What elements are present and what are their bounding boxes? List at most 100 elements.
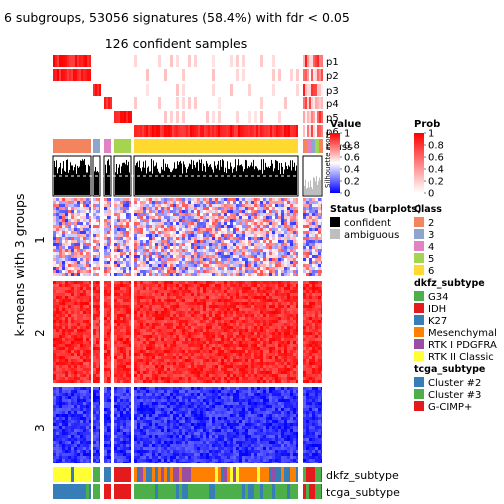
heatmap-cell [83,264,86,267]
heatmap-cell [59,462,62,463]
heatmap-cell [155,246,158,249]
heatmap-cell [167,210,170,213]
heatmap-cell [245,240,248,243]
heatmap-cell [93,329,96,332]
heatmap-cell [197,335,200,338]
heatmap-cell [62,284,65,287]
heatmap-cell [80,408,83,411]
heatmap-cell [137,335,140,338]
heatmap-cell [212,341,215,344]
heatmap-cell [137,329,140,332]
heatmap-cell [99,293,100,296]
heatmap-cell [194,258,197,261]
heatmap-cell [239,240,242,243]
heatmap-cell [96,281,99,284]
heatmap-cell [80,371,83,374]
heatmap-cell [293,210,296,213]
heatmap-cell [188,261,191,264]
heatmap-cell [242,344,245,347]
heatmap-cell [93,284,96,287]
heatmap-cell [89,302,91,305]
heatmap-cell [89,456,91,459]
heatmap-cell [155,240,158,243]
heatmap-cell [257,326,260,329]
heatmap-cell [117,426,120,429]
heatmap-cell [74,246,77,249]
heatmap-cell [161,344,164,347]
heatmap-cell [215,204,218,207]
heatmap-cell [245,311,248,314]
heatmap-cell [242,264,245,267]
heatmap-cell [86,237,89,240]
heatmap-cell [185,341,188,344]
heatmap-cell [80,225,83,228]
heatmap-cell [110,261,111,264]
heatmap-cell [293,201,296,204]
heatmap-cell [107,281,110,284]
heatmap-cell [65,231,68,234]
heatmap-cell [191,258,194,261]
heatmap-cell [137,210,140,213]
heatmap-cell [242,258,245,261]
chart-title: 6 subgroups, 53056 signatures (58.4%) wi… [4,10,350,25]
heatmap-cell [89,314,91,317]
heatmap-cell [284,290,287,293]
heatmap-cell [173,299,176,302]
heatmap-cell [86,207,89,210]
heatmap-cell [93,267,96,270]
heatmap-cell [120,365,123,368]
heatmap-cell [167,219,170,222]
heatmap-cell [281,246,284,249]
heatmap-cell [53,459,56,462]
heatmap-cell [62,432,65,435]
heatmap-cell [71,335,74,338]
heatmap-cell [218,302,221,305]
heatmap-cell [155,216,158,219]
heatmap-cell [89,258,91,261]
heatmap-cell [134,258,137,261]
heatmap-cell [56,432,59,435]
heatmap-cell [221,246,224,249]
heatmap-cell [170,347,173,350]
heatmap-cell [129,264,131,267]
heatmap-cell [65,356,68,359]
heatmap-cell [209,228,212,231]
heatmap-cell [221,207,224,210]
heatmap-cell [89,435,91,438]
heatmap-cell [83,356,86,359]
heatmap-cell [206,299,209,302]
heatmap-cell [242,347,245,350]
heatmap-cell [230,311,233,314]
heatmap-cell [155,258,158,261]
heatmap-cell [158,344,161,347]
heatmap-cell [212,219,215,222]
heatmap-cell [65,365,68,368]
heatmap-cell [275,267,278,270]
heatmap-cell [56,359,59,362]
heatmap-cell [56,237,59,240]
heatmap-cell [218,216,221,219]
heatmap-cell [248,308,251,311]
heatmap-cell [86,447,89,450]
heatmap-cell [218,246,221,249]
heatmap-cell [143,308,146,311]
heatmap-cell [137,234,140,237]
heatmap-cell [59,399,62,402]
heatmap-cell [218,317,221,320]
heatmap-cell [197,317,200,320]
heatmap-cell [269,231,272,234]
heatmap-cell [123,273,126,276]
heatmap-cell [173,290,176,293]
heatmap-cell [275,320,278,323]
heatmap-cell [191,347,194,350]
heatmap-cell [93,402,96,405]
heatmap-cell [161,252,164,255]
heatmap-cell [83,311,86,314]
heatmap-cell [269,246,272,249]
heatmap-cell [296,323,298,326]
heatmap-cell [140,219,143,222]
heatmap-cell [89,225,91,228]
heatmap-cell [68,329,71,332]
heatmap-cell [200,305,203,308]
heatmap-cell [120,423,123,426]
